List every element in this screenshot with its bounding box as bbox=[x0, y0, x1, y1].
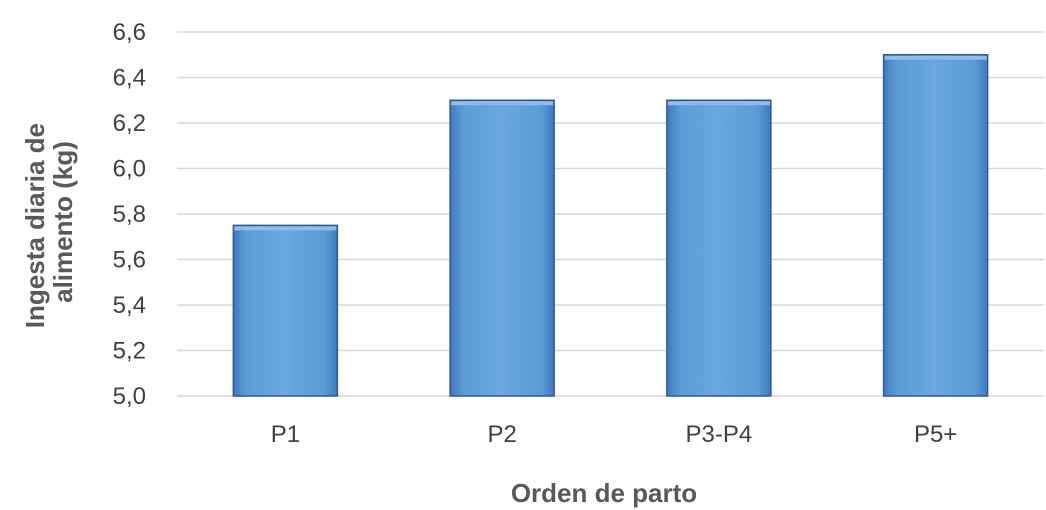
bar-highlight bbox=[451, 101, 553, 105]
y-axis-title-line-2: alimento (kg) bbox=[48, 141, 78, 303]
y-axis-title-line-1: Ingesta diaria de bbox=[20, 123, 50, 328]
bar-highlight bbox=[234, 226, 336, 230]
bars bbox=[233, 55, 987, 396]
y-tick-label: 5,4 bbox=[113, 292, 146, 319]
bar-highlight bbox=[668, 101, 770, 105]
x-tick-label: P2 bbox=[487, 421, 516, 448]
bar bbox=[233, 225, 337, 396]
y-tick-label: 6,6 bbox=[113, 19, 146, 46]
y-tick-label: 6,0 bbox=[113, 156, 146, 183]
svg-text:Ingesta diaria de alimen: Ingesta diaria de alimento (kg) bbox=[20, 116, 78, 328]
x-axis-tick-labels: P1 P2 P3-P4 P5+ bbox=[271, 421, 958, 448]
y-tick-label: 6,2 bbox=[113, 110, 146, 137]
bar bbox=[450, 100, 554, 396]
bar bbox=[884, 55, 988, 396]
y-tick-label: 5,6 bbox=[113, 247, 146, 274]
x-tick-label: P1 bbox=[271, 421, 300, 448]
bar-highlight bbox=[885, 56, 987, 60]
x-tick-label: P3-P4 bbox=[686, 421, 753, 448]
bar bbox=[667, 100, 771, 396]
y-axis-title: Ingesta diaria de alimento (kg) bbox=[20, 116, 78, 328]
y-tick-label: 5,2 bbox=[113, 338, 146, 365]
x-tick-label: P5+ bbox=[914, 421, 957, 448]
y-tick-label: 5,8 bbox=[113, 201, 146, 228]
y-tick-label: 6,4 bbox=[113, 65, 146, 92]
y-axis-tick-labels: 5,0 5,2 5,4 5,6 5,8 6,0 6,2 6,4 6,6 bbox=[113, 19, 146, 410]
y-tick-label: 5,0 bbox=[113, 383, 146, 410]
x-axis-title: Orden de parto bbox=[511, 478, 697, 508]
